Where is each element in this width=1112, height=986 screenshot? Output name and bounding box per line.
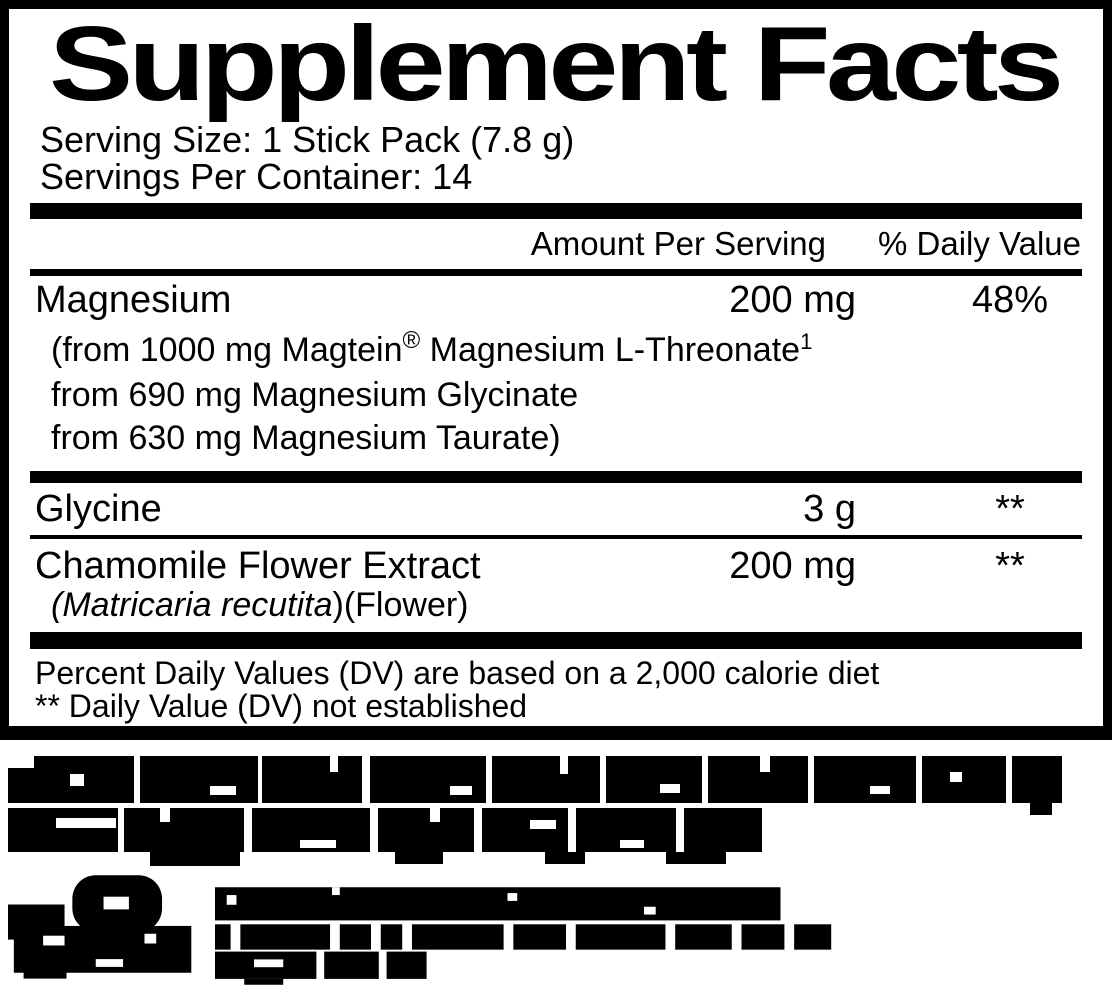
column-header-daily-value: % Daily Value bbox=[878, 225, 1081, 262]
ingredient-name: Magnesium bbox=[35, 279, 232, 321]
chamomile-latin-name: (Matricaria recutita)(Flower) bbox=[51, 587, 1103, 623]
divider-thick-glycine bbox=[30, 471, 1082, 483]
registered-trademark-symbol: ® bbox=[402, 327, 421, 354]
ingredient-amount: 3 g bbox=[803, 488, 856, 530]
footnote-superscript-1: 1 bbox=[800, 329, 813, 354]
ingredient-row-chamomile: Chamomile Flower Extract 200 mg ** bbox=[35, 545, 1082, 587]
divider-thick-footnote bbox=[30, 632, 1082, 649]
latin-name-plant-part: )(Flower) bbox=[332, 586, 469, 624]
ingredient-row-glycine: Glycine 3 g ** bbox=[35, 487, 1082, 531]
bottom-trademark-section bbox=[0, 868, 1112, 986]
ingredient-name: Glycine bbox=[35, 488, 162, 530]
ingredient-row-magnesium: Magnesium 200 mg 48% bbox=[35, 279, 1082, 321]
column-header-amount-per-serving: Amount Per Serving bbox=[530, 225, 826, 262]
ingredient-daily-value: ** bbox=[995, 545, 1025, 587]
magnesium-source-taurate: from 630 mg Magnesium Taurate) bbox=[51, 419, 561, 457]
illegible-trademark-footnote-text bbox=[215, 887, 832, 985]
source-text: (from 1000 mg Magtein bbox=[51, 331, 403, 369]
serving-size-text: Serving Size: 1 Stick Pack (7.8 g) bbox=[40, 119, 575, 160]
source-text: Magnesium L-Threonate bbox=[420, 331, 801, 369]
ingredient-name: Chamomile Flower Extract bbox=[35, 545, 481, 587]
latin-name-italic: (Matricaria recutita bbox=[51, 586, 333, 624]
magnesium-source-threonate: (from 1000 mg Magtein® Magnesium L-Threo… bbox=[51, 321, 1103, 370]
servings-per-container-text: Servings Per Container: 14 bbox=[40, 156, 473, 197]
ingredient-daily-value: ** bbox=[995, 488, 1025, 530]
magnesium-source-glycinate: from 690 mg Magnesium Glycinate bbox=[51, 376, 579, 414]
footnote-daily-values: Percent Daily Values (DV) are based on a… bbox=[35, 655, 880, 691]
ingredient-daily-value: 48% bbox=[971, 279, 1049, 321]
illegible-other-ingredients-text bbox=[8, 756, 1062, 866]
divider-thick-top bbox=[30, 203, 1082, 219]
supplement-facts-panel: Supplement Facts Serving Size: 1 Stick P… bbox=[0, 0, 1112, 740]
magtein-logo bbox=[8, 875, 192, 979]
divider-thin-chamomile bbox=[30, 535, 1082, 539]
panel-title: Supplement Facts bbox=[49, 5, 1064, 123]
ingredient-amount: 200 mg bbox=[729, 279, 856, 321]
divider-header-rule bbox=[30, 269, 1082, 276]
footnote-dv-not-established: ** Daily Value (DV) not established bbox=[35, 688, 528, 724]
column-header-row: Amount Per Serving % Daily Value bbox=[9, 225, 1103, 265]
ingredient-amount: 200 mg bbox=[729, 545, 856, 587]
